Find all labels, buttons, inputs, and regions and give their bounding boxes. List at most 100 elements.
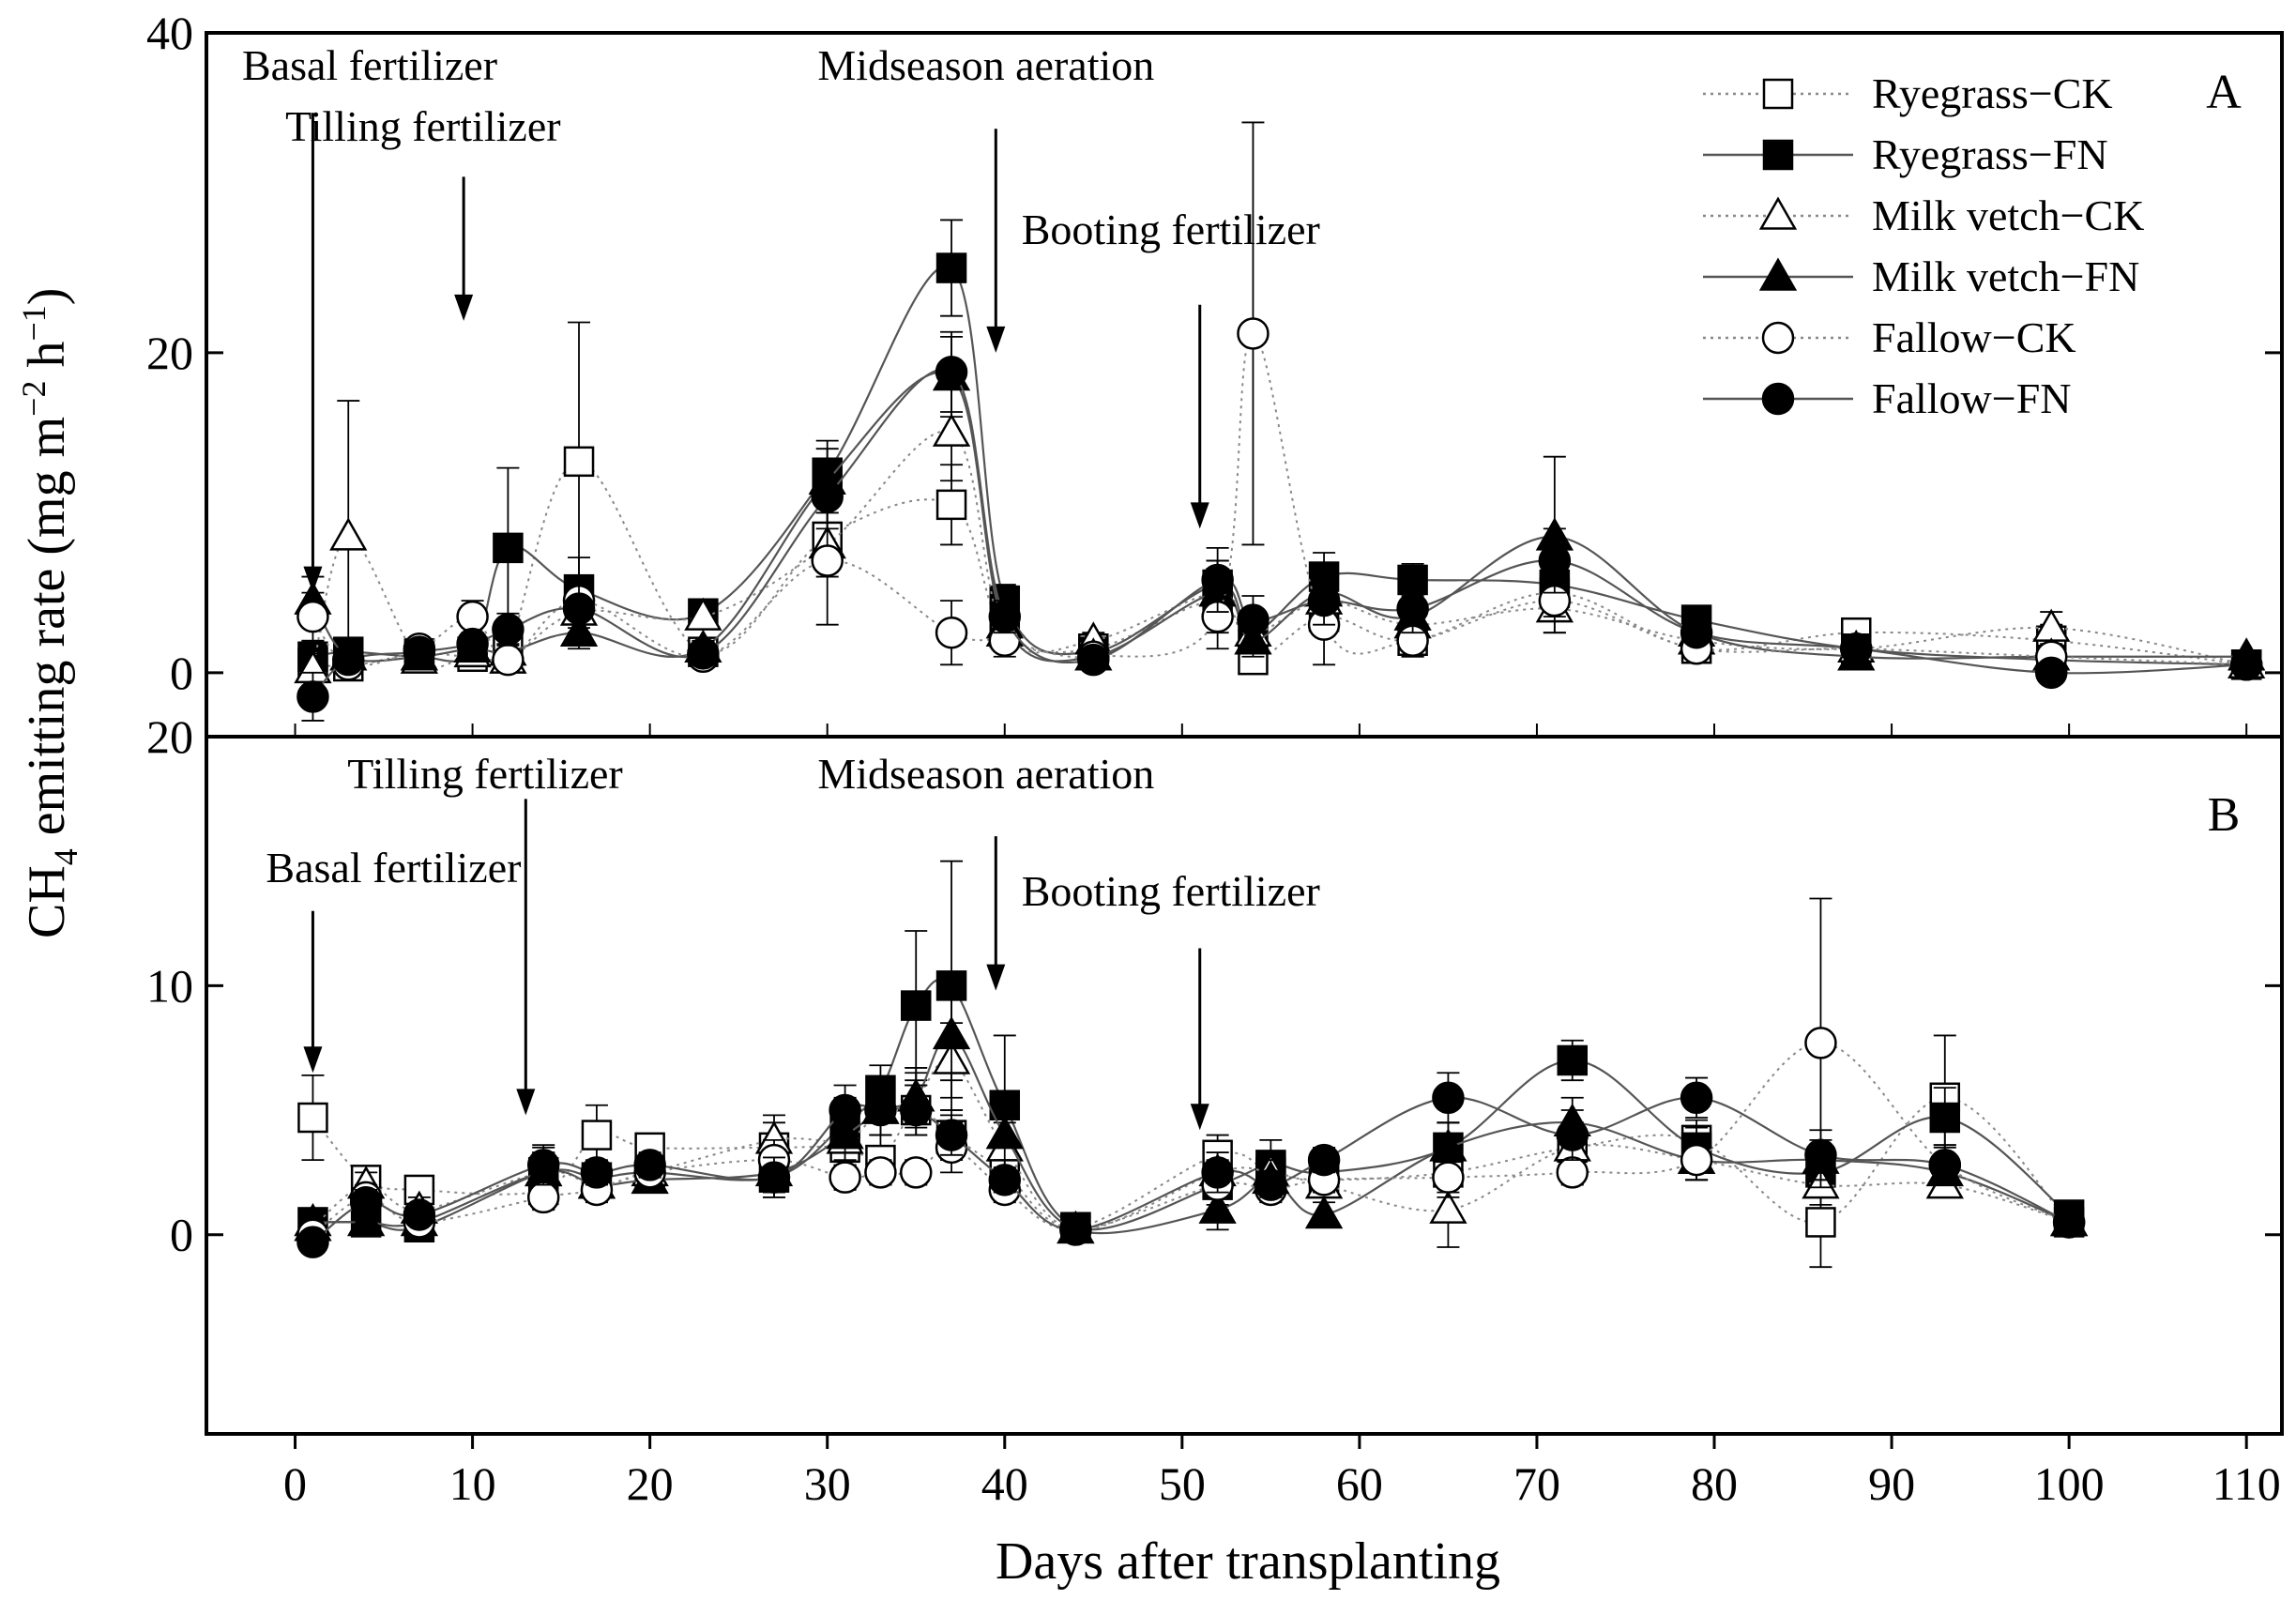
data-point — [684, 597, 722, 631]
data-point — [1680, 1143, 1713, 1177]
data-point — [935, 489, 967, 521]
data-point — [526, 1181, 560, 1214]
x-tick-label: 10 — [449, 1457, 496, 1510]
data-point — [403, 635, 436, 668]
legend-label: Milk vetch−CK — [1872, 191, 2144, 239]
annotation-label: Basal fertilizer — [266, 844, 521, 891]
data-point — [403, 1198, 436, 1231]
series-fallow_fn — [297, 1072, 2086, 1258]
x-tick-label: 50 — [1159, 1457, 1206, 1510]
data-point — [687, 637, 720, 670]
data-point — [1680, 616, 1713, 649]
annotation-label: Midseason aeration — [817, 750, 1154, 798]
data-point — [988, 600, 1022, 633]
data-point — [864, 1156, 897, 1189]
data-point — [1557, 1044, 1589, 1076]
panel-label: B — [2208, 788, 2241, 842]
data-point — [935, 1119, 968, 1151]
data-point — [2034, 656, 2068, 690]
data-point — [1432, 1081, 1465, 1115]
annotation: Basal fertilizer — [242, 41, 497, 593]
y-tick-label: 40 — [146, 7, 193, 59]
data-point — [1680, 1081, 1713, 1115]
x-tick-label: 80 — [1691, 1457, 1738, 1510]
y-axis-title: CH4 emitting rate (mg m−2 h−1) — [15, 288, 84, 938]
data-point — [935, 252, 967, 283]
series-line — [312, 1034, 2070, 1235]
data-point — [1201, 563, 1234, 597]
data-point — [1929, 1102, 1961, 1134]
data-point — [1201, 1156, 1234, 1189]
data-point — [581, 1120, 613, 1150]
data-point — [1304, 1195, 1344, 1229]
legend-marker — [1762, 139, 1794, 171]
data-point — [1840, 632, 1873, 665]
data-point — [331, 643, 365, 677]
annotation: Booting fertilizer — [1022, 206, 1320, 529]
data-point — [811, 480, 844, 513]
annotation-label: Basal fertilizer — [242, 41, 497, 89]
annotation-label: Tilling fertilizer — [285, 102, 560, 150]
data-point — [935, 616, 968, 649]
annotation: Tilling fertilizer — [347, 750, 623, 1116]
legend-label: Fallow−CK — [1872, 313, 2076, 361]
data-point — [1198, 1190, 1237, 1224]
annotation-label: Booting fertilizer — [1022, 867, 1320, 915]
data-point — [1538, 544, 1572, 577]
legend-marker — [1758, 196, 1798, 230]
legend-label: Milk vetch−FN — [1872, 252, 2139, 300]
annotation-arrow-head — [1190, 502, 1209, 529]
data-point — [1432, 1161, 1465, 1194]
y-tick-label: 0 — [170, 1209, 193, 1261]
data-point — [811, 544, 844, 577]
legend-marker — [1762, 78, 1794, 110]
data-point — [899, 1093, 933, 1127]
data-point — [633, 1149, 666, 1181]
data-point — [1077, 643, 1110, 677]
data-point — [1254, 1168, 1287, 1201]
x-tick-label: 0 — [283, 1457, 307, 1510]
data-point — [297, 1226, 329, 1258]
data-point — [563, 446, 595, 478]
data-point — [492, 613, 525, 647]
x-tick-label: 30 — [804, 1457, 851, 1510]
annotation-label: Tilling fertilizer — [347, 750, 622, 798]
y-tick-label: 0 — [170, 647, 193, 699]
data-point — [757, 1161, 791, 1194]
data-point — [985, 1116, 1024, 1150]
data-point — [1556, 1119, 1589, 1151]
data-point — [297, 1102, 328, 1134]
y-tick-label: 10 — [146, 959, 193, 1012]
legend-marker — [1758, 257, 1798, 291]
data-point — [580, 1156, 614, 1189]
series-line — [312, 332, 2247, 667]
data-point — [349, 1185, 383, 1219]
data-point — [492, 643, 525, 677]
annotation-arrow-head — [986, 326, 1006, 353]
data-point — [988, 1164, 1022, 1196]
data-point — [935, 356, 968, 389]
data-point — [1307, 584, 1341, 617]
legend-label: Ryegrass−CK — [1872, 69, 2113, 117]
data-point — [1928, 1149, 1962, 1181]
data-point — [526, 1149, 560, 1181]
annotation: Tilling fertilizer — [285, 102, 561, 321]
data-point — [1805, 1207, 1836, 1238]
legend: Ryegrass−CK Ryegrass−FN Milk vetch−CK Milk … — [1703, 69, 2144, 422]
panel-a: 0 20 40 A Basal fertilizer Tilling fertilizer… — [146, 7, 2284, 739]
data-point — [1237, 603, 1270, 636]
series-line — [312, 1058, 2070, 1231]
annotation: Basal fertilizer — [266, 844, 521, 1074]
data-point — [1804, 1138, 1837, 1172]
legend-label: Ryegrass−FN — [1872, 130, 2108, 178]
x-tick-label: 100 — [2034, 1457, 2105, 1510]
data-point — [1429, 1190, 1467, 1224]
annotation-label: Midseason aeration — [817, 41, 1154, 89]
annotation-arrow-head — [303, 1046, 323, 1074]
data-point — [829, 1093, 861, 1127]
plot-frame — [205, 735, 2284, 1436]
data-point — [1059, 1213, 1092, 1246]
x-axis: 0 10 20 30 40 50 60 70 80 90 100 110 — [283, 724, 2281, 1510]
annotation-arrow-head — [454, 294, 474, 321]
x-tick-label: 110 — [2212, 1457, 2281, 1510]
